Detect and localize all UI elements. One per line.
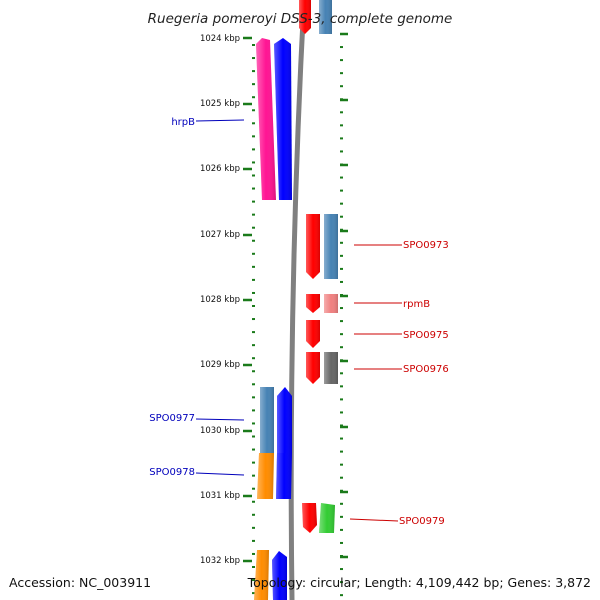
gene-label-SPO0979: SPO0979 — [399, 516, 445, 527]
cds-rpmB-shade — [306, 294, 320, 313]
gene-rpmB-shade — [324, 294, 338, 313]
gene-label-SPO0978: SPO0978 — [149, 467, 195, 478]
tick-label-1032: 1032 kbp — [200, 556, 240, 566]
cds-SPO0978-shade — [276, 453, 292, 499]
feature-top-forward-gene-shade — [319, 0, 332, 34]
tick-label-1029: 1029 kbp — [200, 360, 240, 370]
cds-SPO0976-shade — [306, 352, 320, 384]
tick-label-1026: 1026 kbp — [200, 164, 240, 174]
gene-SPO0978-shade — [257, 453, 274, 499]
gene-label-hrpB: hrpB — [171, 117, 195, 128]
gene-SPO0976-shade — [324, 352, 338, 384]
map-title: Ruegeria pomeroyi DSS-3, complete genome — [148, 11, 453, 27]
tick-label-1025: 1025 kbp — [200, 99, 240, 109]
gene-label-SPO0973: SPO0973 — [403, 240, 449, 251]
gene-bottom-orange-shade — [254, 550, 269, 600]
tick-label-1031: 1031 kbp — [200, 491, 240, 501]
genome-summary-text: Topology: circular; Length: 4,109,442 bp… — [247, 575, 591, 590]
cds-SPO0979-shade — [302, 503, 317, 533]
gene-label-SPO0975: SPO0975 — [403, 330, 449, 341]
tick-label-1027: 1027 kbp — [200, 230, 240, 240]
genome-backbone — [288, 0, 307, 600]
left-ruler — [252, 44, 255, 595]
leader-hrpB — [195, 119, 245, 122]
leader-SPO0979 — [349, 518, 399, 522]
tick-label-1028: 1028 kbp — [200, 295, 240, 305]
gene-SPO0973-shade — [324, 214, 338, 279]
gene-label-SPO0977: SPO0977 — [149, 413, 195, 424]
cds-SPO0977-shade — [277, 387, 292, 453]
tick-label-1024: 1024 kbp — [200, 34, 240, 44]
gene-label-rpmB: rpmB — [403, 299, 430, 310]
right-ruler — [340, 32, 348, 597]
tick-group: 1024 kbp 1025 kbp 1026 kbp 1027 kbp 1028… — [200, 34, 252, 566]
gene-SPO0977-shade — [260, 387, 274, 453]
cds-bottom-blue-shade — [272, 551, 287, 600]
leader-SPO0977 — [195, 418, 245, 421]
gene-label-SPO0976: SPO0976 — [403, 364, 449, 375]
feature-top-forward-cds-shade — [299, 0, 311, 34]
tick-label-1030: 1030 kbp — [200, 426, 240, 436]
cds-SPO0973-shade — [306, 214, 320, 279]
cds-SPO0975-shade — [306, 320, 320, 348]
leader-SPO0978 — [195, 472, 245, 476]
cds-hrpB-shade — [274, 38, 292, 200]
gene-SPO0979-shade — [319, 503, 335, 533]
gene-hrpB-shade — [256, 38, 276, 200]
accession-text: Accession: NC_003911 — [9, 575, 151, 590]
